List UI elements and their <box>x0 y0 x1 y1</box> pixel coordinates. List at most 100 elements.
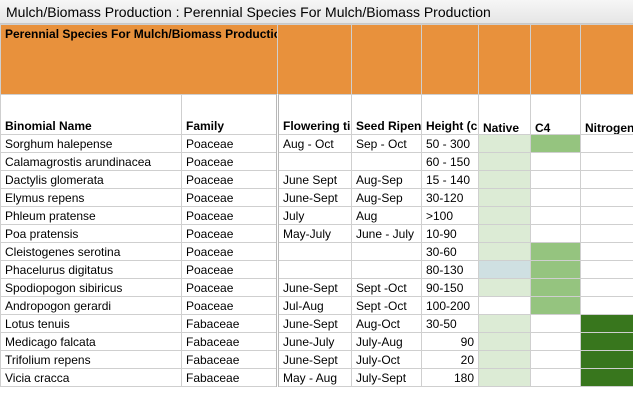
native-cell[interactable] <box>478 152 531 171</box>
binomial-name-cell[interactable]: Trifolium repens <box>0 350 182 369</box>
family-cell[interactable]: Poaceae <box>181 152 279 171</box>
c4-cell[interactable] <box>530 260 581 279</box>
header-native[interactable]: Native <box>478 94 531 135</box>
family-cell[interactable]: Poaceae <box>181 224 279 243</box>
height-cell[interactable]: 100-200 <box>421 296 479 315</box>
flowering-time-cell[interactable] <box>277 260 352 279</box>
binomial-name-cell[interactable]: Medicago falcata <box>0 332 182 351</box>
height-cell[interactable]: 60 - 150 <box>421 152 479 171</box>
family-cell[interactable]: Poaceae <box>181 260 279 279</box>
seed-ripen-cell[interactable]: Aug-Sep <box>351 188 422 207</box>
c4-cell[interactable] <box>530 350 581 369</box>
seed-ripen-cell[interactable]: Sept -Oct <box>351 296 422 315</box>
family-cell[interactable]: Fabaceae <box>181 314 279 333</box>
flowering-time-cell[interactable]: June-Sept <box>277 314 352 333</box>
family-cell[interactable]: Poaceae <box>181 242 279 261</box>
flowering-time-cell[interactable] <box>277 242 352 261</box>
native-cell[interactable] <box>478 314 531 333</box>
binomial-name-cell[interactable]: Calamagrostis arundinacea <box>0 152 182 171</box>
c4-cell[interactable] <box>530 314 581 333</box>
binomial-name-cell[interactable]: Dactylis glomerata <box>0 170 182 189</box>
nitrogen-fixing-cell[interactable] <box>580 368 633 387</box>
nitrogen-fixing-cell[interactable] <box>580 188 633 207</box>
native-cell[interactable] <box>478 350 531 369</box>
c4-cell[interactable] <box>530 134 581 153</box>
height-cell[interactable]: 90 <box>421 332 479 351</box>
nitrogen-fixing-cell[interactable] <box>580 170 633 189</box>
c4-cell[interactable] <box>530 278 581 297</box>
nitrogen-fixing-cell[interactable] <box>580 224 633 243</box>
binomial-name-cell[interactable]: Phacelurus digitatus <box>0 260 182 279</box>
c4-cell[interactable] <box>530 152 581 171</box>
binomial-name-cell[interactable]: Andropogon gerardi <box>0 296 182 315</box>
c4-cell[interactable] <box>530 296 581 315</box>
height-cell[interactable]: 30-50 <box>421 314 479 333</box>
flowering-time-cell[interactable]: Jul-Aug <box>277 296 352 315</box>
family-cell[interactable]: Poaceae <box>181 134 279 153</box>
binomial-name-cell[interactable]: Vicia cracca <box>0 368 182 387</box>
height-cell[interactable]: 20 <box>421 350 479 369</box>
title-cell[interactable] <box>580 24 633 95</box>
flowering-time-cell[interactable] <box>277 152 352 171</box>
nitrogen-fixing-cell[interactable] <box>580 350 633 369</box>
nitrogen-fixing-cell[interactable] <box>580 332 633 351</box>
title-cell[interactable] <box>421 24 479 95</box>
nitrogen-fixing-cell[interactable] <box>580 206 633 225</box>
height-cell[interactable]: 180 <box>421 368 479 387</box>
nitrogen-fixing-cell[interactable] <box>580 278 633 297</box>
flowering-time-cell[interactable]: June-Sept <box>277 188 352 207</box>
seed-ripen-cell[interactable] <box>351 260 422 279</box>
native-cell[interactable] <box>478 224 531 243</box>
seed-ripen-cell[interactable]: Aug-Oct <box>351 314 422 333</box>
height-cell[interactable]: 80-130 <box>421 260 479 279</box>
native-cell[interactable] <box>478 278 531 297</box>
nitrogen-fixing-cell[interactable] <box>580 152 633 171</box>
seed-ripen-cell[interactable]: July-Sept <box>351 368 422 387</box>
family-cell[interactable]: Fabaceae <box>181 332 279 351</box>
binomial-name-cell[interactable]: Poa pratensis <box>0 224 182 243</box>
native-cell[interactable] <box>478 242 531 261</box>
binomial-name-cell[interactable]: Cleistogenes serotina <box>0 242 182 261</box>
nitrogen-fixing-cell[interactable] <box>580 260 633 279</box>
native-cell[interactable] <box>478 368 531 387</box>
flowering-time-cell[interactable]: Aug - Oct <box>277 134 352 153</box>
flowering-time-cell[interactable]: May - Aug <box>277 368 352 387</box>
family-cell[interactable]: Poaceae <box>181 206 279 225</box>
family-cell[interactable]: Poaceae <box>181 296 279 315</box>
family-cell[interactable]: Fabaceae <box>181 350 279 369</box>
c4-cell[interactable] <box>530 332 581 351</box>
nitrogen-fixing-cell[interactable] <box>580 242 633 261</box>
height-cell[interactable]: 50 - 300 <box>421 134 479 153</box>
family-cell[interactable]: Poaceae <box>181 170 279 189</box>
header-height[interactable]: Height (cm) <box>421 94 479 135</box>
height-cell[interactable]: 15 - 140 <box>421 170 479 189</box>
nitrogen-fixing-cell[interactable] <box>580 296 633 315</box>
header-binomial-name[interactable]: Binomial Name <box>0 94 182 135</box>
header-nitrogen-fixing[interactable]: Nitrogen Fixing <box>580 94 633 135</box>
family-cell[interactable]: Poaceae <box>181 278 279 297</box>
native-cell[interactable] <box>478 170 531 189</box>
native-cell[interactable] <box>478 260 531 279</box>
seed-ripen-cell[interactable]: July-Aug <box>351 332 422 351</box>
seed-ripen-cell[interactable]: June - July <box>351 224 422 243</box>
height-cell[interactable]: >100 <box>421 206 479 225</box>
flowering-time-cell[interactable]: May-July <box>277 224 352 243</box>
c4-cell[interactable] <box>530 206 581 225</box>
family-cell[interactable]: Poaceae <box>181 188 279 207</box>
c4-cell[interactable] <box>530 242 581 261</box>
height-cell[interactable]: 30-60 <box>421 242 479 261</box>
title-cell[interactable] <box>351 24 422 95</box>
height-cell[interactable]: 10-90 <box>421 224 479 243</box>
c4-cell[interactable] <box>530 368 581 387</box>
flowering-time-cell[interactable]: June-Sept <box>277 278 352 297</box>
native-cell[interactable] <box>478 296 531 315</box>
sheet-title[interactable]: Perennial Species For Mulch/Biomass Prod… <box>0 24 278 95</box>
binomial-name-cell[interactable]: Phleum pratense <box>0 206 182 225</box>
c4-cell[interactable] <box>530 224 581 243</box>
native-cell[interactable] <box>478 188 531 207</box>
header-seed-ripen[interactable]: Seed Ripen <box>351 94 422 135</box>
flowering-time-cell[interactable]: July <box>277 206 352 225</box>
header-family[interactable]: Family <box>181 94 279 135</box>
c4-cell[interactable] <box>530 170 581 189</box>
c4-cell[interactable] <box>530 188 581 207</box>
